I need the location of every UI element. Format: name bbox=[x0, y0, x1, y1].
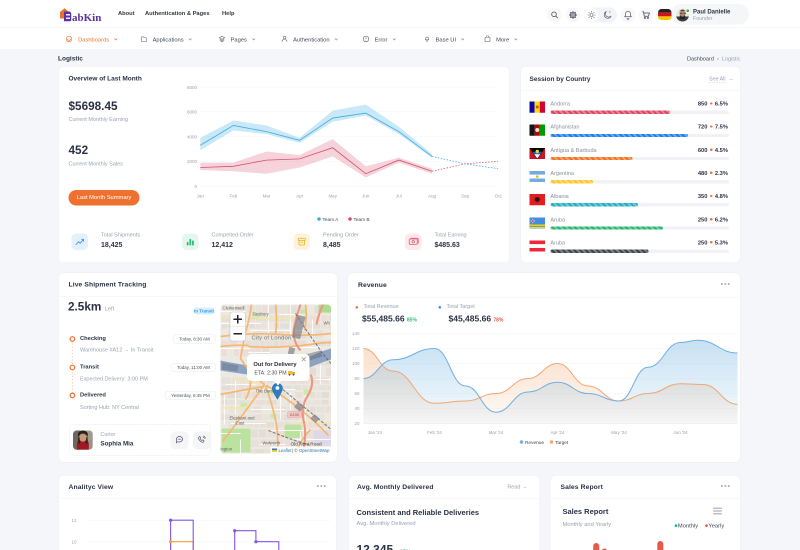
svg-text:0: 0 bbox=[194, 184, 197, 189]
svg-text:ETA: 2:30 PM: ETA: 2:30 PM bbox=[254, 370, 286, 376]
svg-text:Revenue: Revenue bbox=[525, 440, 544, 446]
svg-text:A100: A100 bbox=[290, 412, 300, 417]
svg-text:May: May bbox=[328, 194, 337, 199]
svg-text:| ©: | © bbox=[292, 448, 298, 453]
svg-text:Cast: Cast bbox=[236, 420, 246, 425]
svg-text:Elephant and: Elephant and bbox=[230, 415, 256, 420]
svg-text:Team B: Team B bbox=[354, 217, 370, 223]
svg-text:Aug: Aug bbox=[428, 194, 437, 199]
svg-text:Jul: Jul bbox=[396, 194, 402, 199]
svg-text:May '24: May '24 bbox=[611, 430, 627, 435]
svg-text:Mar '24: Mar '24 bbox=[489, 430, 504, 435]
svg-text:Jun: Jun bbox=[362, 194, 370, 199]
svg-text:4000: 4000 bbox=[187, 134, 198, 139]
svg-text:2000: 2000 bbox=[187, 159, 198, 164]
svg-text:Out for Delivery: Out for Delivery bbox=[253, 362, 297, 368]
svg-text:80: 80 bbox=[354, 376, 360, 381]
svg-text:60: 60 bbox=[354, 391, 360, 396]
svg-text:Target: Target bbox=[555, 440, 569, 446]
svg-text:6000: 6000 bbox=[187, 110, 198, 115]
svg-text:The Boro: The Boro bbox=[256, 388, 274, 393]
svg-text:ington: ington bbox=[221, 446, 233, 451]
svg-text:100: 100 bbox=[352, 361, 360, 366]
svg-text:Apr: Apr bbox=[296, 194, 304, 199]
svg-text:Clerkenwell: Clerkenwell bbox=[223, 305, 245, 310]
svg-text:Sep: Sep bbox=[461, 194, 470, 199]
svg-text:Leaflet: Leaflet bbox=[279, 448, 293, 453]
svg-text:Mar: Mar bbox=[263, 194, 271, 199]
svg-text:Team A: Team A bbox=[323, 217, 340, 223]
svg-text:10: 10 bbox=[71, 540, 77, 545]
svg-text:Apr '24: Apr '24 bbox=[550, 430, 565, 435]
svg-text:20: 20 bbox=[354, 421, 360, 426]
svg-text:Oct: Oct bbox=[495, 194, 503, 199]
svg-text:abKin: abKin bbox=[72, 12, 101, 23]
svg-text:Feb '24: Feb '24 bbox=[427, 430, 442, 435]
svg-text:Feb: Feb bbox=[230, 194, 238, 199]
svg-text:Jan '24: Jan '24 bbox=[368, 430, 383, 435]
svg-text:120: 120 bbox=[352, 346, 360, 351]
svg-text:Walworth: Walworth bbox=[263, 440, 281, 445]
svg-text:Old Kent Road: Old Kent Road bbox=[291, 441, 323, 447]
svg-text:40: 40 bbox=[354, 406, 360, 411]
svg-text:Wh: Wh bbox=[324, 320, 331, 325]
svg-text:OpenStreetMap: OpenStreetMap bbox=[299, 448, 330, 453]
svg-text:8000: 8000 bbox=[187, 85, 198, 90]
svg-text:Finsbury: Finsbury bbox=[253, 311, 270, 316]
svg-text:140: 140 bbox=[352, 331, 360, 336]
svg-text:Jun '24: Jun '24 bbox=[673, 430, 688, 435]
svg-text:Jan: Jan bbox=[197, 194, 205, 199]
svg-text:City of London: City of London bbox=[252, 335, 292, 341]
svg-text:12: 12 bbox=[71, 518, 77, 523]
